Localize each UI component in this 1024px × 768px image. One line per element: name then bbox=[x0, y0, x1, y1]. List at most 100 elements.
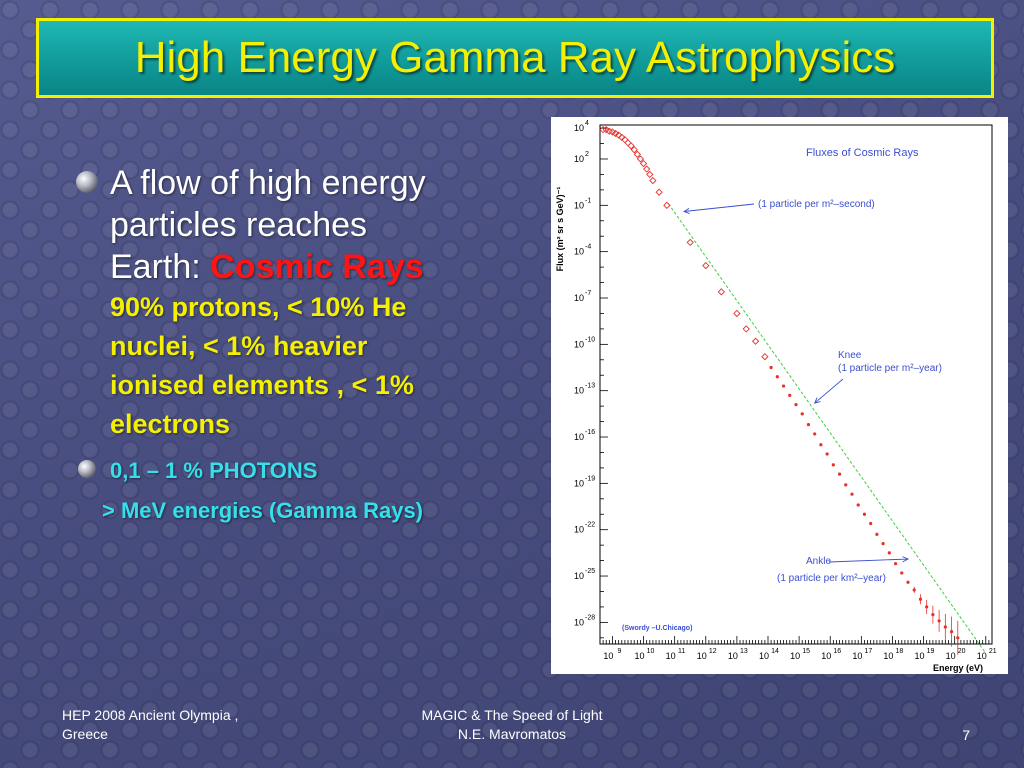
x-tick-label: 10 bbox=[666, 651, 676, 661]
annotation-knee-rate: (1 particle per m²–year) bbox=[838, 363, 942, 374]
filled-dot-point bbox=[875, 532, 879, 536]
annotation-knee-label: Knee bbox=[838, 350, 862, 361]
annotation-arrow bbox=[814, 378, 844, 404]
filled-dot-point bbox=[856, 503, 860, 507]
filled-dot-point bbox=[800, 412, 804, 416]
flux-chart-svg: 10 9 10 10 10 11 10 12 10 13 10 14 10 15 10 16 10 17 10 18 1… bbox=[551, 117, 1008, 674]
source-credit: (Swordy –U.Chicago) bbox=[622, 625, 692, 632]
bullet-line: Earth: Cosmic Rays bbox=[110, 246, 532, 288]
filled-dot-point bbox=[918, 597, 923, 601]
open-diamond-point bbox=[643, 165, 651, 173]
annotation-second: (1 particle per m²–second) bbox=[758, 199, 875, 210]
x-tick-label: 10 bbox=[821, 651, 831, 661]
y-tick-exponent: -16 bbox=[585, 429, 595, 436]
filled-dot-point bbox=[931, 613, 935, 617]
filled-dot-point bbox=[850, 492, 854, 496]
x-tick-exponent: 14 bbox=[771, 648, 779, 655]
filled-dot-point bbox=[956, 636, 960, 640]
composition-line: electrons bbox=[110, 409, 231, 439]
x-tick-exponent: 18 bbox=[896, 648, 904, 655]
x-tick-label: 10 bbox=[603, 651, 613, 661]
filled-dot-point bbox=[769, 365, 773, 370]
bullet-line: particles reaches bbox=[110, 206, 368, 244]
filled-dot-point bbox=[862, 512, 867, 516]
open-diamond-point bbox=[717, 288, 725, 296]
data-points-group bbox=[599, 125, 960, 655]
y-tick-label: 10 bbox=[574, 123, 584, 133]
x-tick-label: 10 bbox=[946, 651, 956, 661]
greater-than-marker: > bbox=[102, 498, 115, 523]
open-diamond-point bbox=[702, 261, 710, 270]
x-tick-label: 10 bbox=[790, 651, 800, 661]
y-tick-label: 10 bbox=[574, 432, 584, 442]
filled-dot-point bbox=[881, 541, 885, 546]
open-diamond-point bbox=[663, 201, 671, 209]
filled-dot-point bbox=[831, 463, 835, 467]
footer-author: N.E. Mavromatos bbox=[457, 726, 567, 742]
x-tick-label: 10 bbox=[728, 651, 738, 661]
open-diamond-point bbox=[627, 142, 635, 150]
footer-conference-line: Greece bbox=[62, 726, 108, 742]
x-tick-label: 10 bbox=[759, 651, 769, 661]
y-tick-exponent: -4 bbox=[585, 244, 591, 251]
composition-line: nuclei, < 1% heavier bbox=[110, 331, 368, 361]
power-law-fit-line bbox=[668, 203, 987, 654]
footer-talk: MAGIC & The Speed of Light N.E. Mavromat… bbox=[362, 706, 662, 744]
filled-dot-point bbox=[887, 551, 891, 555]
annotation-arrow bbox=[828, 558, 909, 563]
x-tick-exponent: 11 bbox=[678, 648, 685, 655]
y-tick-label: 10 bbox=[574, 525, 584, 535]
bullet-line-prefix: Earth: bbox=[110, 248, 201, 286]
tick-group: 10 9 10 10 10 11 10 12 10 13 10 14 10 15 10 16 10 17 10 18 1… bbox=[574, 120, 997, 661]
filled-dot-point bbox=[912, 588, 916, 592]
annotation-arrowhead bbox=[813, 397, 821, 404]
y-tick-label: 10 bbox=[574, 571, 584, 581]
y-tick-exponent: -13 bbox=[585, 383, 595, 390]
annotation-arrowhead bbox=[902, 556, 910, 563]
open-diamond-point bbox=[751, 337, 760, 345]
y-tick-label: 10 bbox=[574, 154, 584, 164]
open-diamond-point bbox=[611, 129, 620, 138]
footer-conference: HEP 2008 Ancient Olympia , Greece bbox=[62, 706, 322, 744]
footer-conference-line: HEP 2008 Ancient Olympia , bbox=[62, 707, 239, 723]
filled-dot-point bbox=[925, 605, 929, 609]
open-diamond-point bbox=[633, 150, 641, 158]
bullet-photons: 0,1 – 1 % PHOTONS bbox=[72, 456, 532, 486]
x-axis-label: Energy (eV) bbox=[933, 663, 983, 673]
x-tick-exponent: 20 bbox=[958, 648, 966, 655]
open-diamond-point bbox=[636, 155, 645, 163]
filled-dot-point bbox=[943, 625, 947, 629]
open-diamond-point bbox=[646, 170, 654, 179]
open-diamond-point bbox=[655, 188, 663, 196]
y-tick-exponent: -28 bbox=[585, 614, 595, 621]
filled-dot-point bbox=[869, 521, 873, 526]
filled-dot-point bbox=[906, 580, 910, 584]
composition-line: ionised elements , < 1% bbox=[110, 370, 414, 400]
x-tick-exponent: 17 bbox=[864, 648, 872, 655]
x-tick-exponent: 13 bbox=[740, 648, 748, 655]
fit-line-group bbox=[668, 203, 987, 654]
filled-dot-point bbox=[788, 393, 792, 397]
annotation-arrowhead bbox=[682, 207, 690, 214]
y-tick-exponent: -25 bbox=[585, 568, 595, 575]
filled-dot-point bbox=[937, 619, 941, 623]
filled-dot-point bbox=[806, 423, 811, 427]
open-diamond-point bbox=[742, 325, 750, 333]
composition-line: 90% protons, < 10% He bbox=[110, 292, 407, 322]
slide-title-box: High Energy Gamma Ray Astrophysics bbox=[36, 18, 994, 98]
y-tick-exponent: -22 bbox=[585, 522, 595, 529]
filled-dot-point bbox=[893, 562, 898, 566]
y-tick-exponent: -10 bbox=[585, 336, 595, 343]
filled-dot-point bbox=[900, 571, 904, 575]
open-diamond-point bbox=[615, 131, 623, 139]
y-tick-exponent: -7 bbox=[585, 290, 591, 297]
filled-dot-point bbox=[837, 472, 842, 476]
open-diamond-point bbox=[608, 128, 617, 136]
y-tick-label: 10 bbox=[574, 339, 584, 349]
photons-line: 0,1 – 1 % PHOTONS bbox=[110, 458, 318, 483]
x-tick-label: 10 bbox=[883, 651, 893, 661]
open-diamond-point bbox=[630, 146, 638, 154]
x-tick-label: 10 bbox=[915, 651, 925, 661]
filled-dot-point bbox=[775, 375, 779, 379]
footer-talk-title: MAGIC & The Speed of Light bbox=[421, 707, 603, 723]
